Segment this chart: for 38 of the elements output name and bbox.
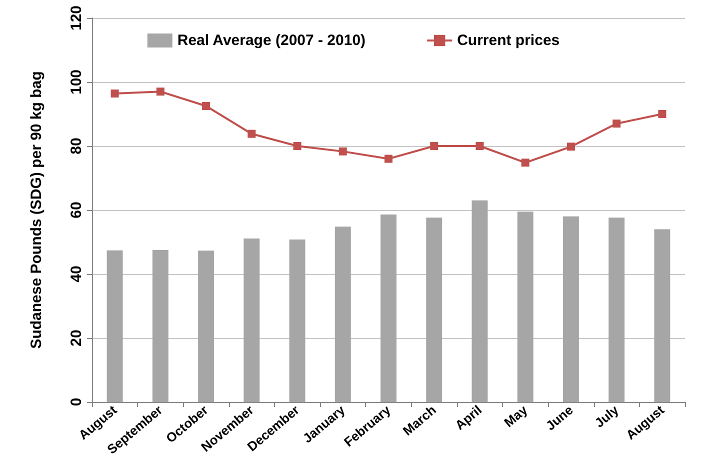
bar: [380, 214, 396, 402]
point: [430, 142, 438, 150]
bar: [608, 218, 625, 402]
point: [248, 130, 256, 138]
y-axis-title: Sudanese Pounds (SDG) per 90 kg bag: [28, 71, 45, 349]
y-tick-label: 100: [68, 69, 85, 95]
y-tick-label: 0: [68, 398, 85, 406]
bar: [654, 229, 670, 402]
bar: [198, 250, 214, 402]
legend-label: Real Average (2007 - 2010): [177, 32, 366, 49]
y-tick-label: 60: [68, 202, 85, 218]
y-tick-label: 40: [68, 266, 85, 282]
point: [110, 90, 119, 98]
y-tick-label: 80: [68, 138, 85, 154]
y-tick-label: 120: [68, 5, 85, 31]
bar: [289, 239, 306, 402]
point: [293, 142, 302, 150]
point: [612, 120, 621, 128]
point: [384, 154, 392, 163]
point: [202, 102, 210, 110]
point: [521, 158, 530, 167]
point: [338, 147, 347, 156]
x-tick-label: July: [592, 402, 622, 430]
bar: [334, 226, 351, 402]
legend-label: Current prices: [457, 32, 560, 49]
point: [566, 142, 575, 151]
point: [156, 88, 164, 96]
bar: [244, 238, 260, 402]
bar: [562, 216, 579, 402]
bar: [152, 250, 168, 402]
x-tick-label: May: [501, 402, 531, 430]
point: [476, 142, 484, 150]
bar: [517, 212, 534, 402]
bar: [106, 250, 123, 402]
bar: [426, 218, 442, 402]
bar: [472, 200, 488, 402]
y-tick-label: 20: [68, 330, 85, 346]
point: [658, 110, 666, 118]
